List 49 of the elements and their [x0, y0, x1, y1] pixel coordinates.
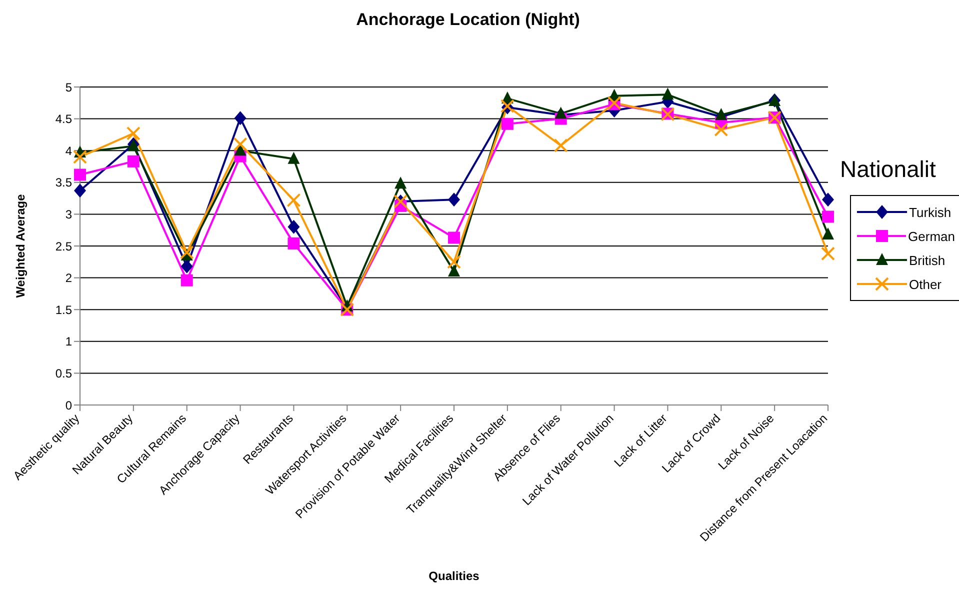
point — [822, 228, 834, 240]
point — [714, 122, 728, 137]
point — [821, 246, 835, 261]
point — [447, 254, 461, 269]
point — [73, 150, 87, 164]
point — [180, 259, 193, 274]
point — [74, 168, 86, 181]
point — [180, 274, 193, 286]
legend-label: British — [909, 252, 946, 268]
y-tick-label: 4 — [65, 144, 72, 158]
point — [448, 192, 460, 207]
point — [822, 192, 834, 207]
y-tick-label: 5 — [65, 80, 72, 94]
y-tick-label: 0 — [65, 398, 72, 412]
y-tick-label: 3.5 — [55, 176, 72, 190]
point — [74, 184, 86, 198]
point — [448, 232, 460, 244]
point — [715, 108, 728, 120]
y-tick-label: 1 — [65, 334, 72, 349]
point — [180, 245, 194, 260]
y-tick-label: 3 — [65, 207, 72, 222]
point — [662, 88, 674, 100]
y-tick-label: 4.5 — [55, 112, 72, 126]
chart-title: Anchorage Location (Night) — [355, 10, 581, 30]
point — [233, 137, 248, 152]
point — [448, 264, 460, 276]
point — [394, 176, 407, 189]
y-tick-label: 2 — [65, 271, 72, 286]
legend-label: German — [908, 228, 955, 244]
point — [234, 111, 246, 126]
point — [288, 220, 300, 234]
y-axis-title: Weighted Average — [13, 194, 28, 298]
point — [126, 126, 140, 140]
point — [822, 210, 834, 223]
point — [501, 118, 514, 130]
point — [286, 193, 301, 208]
point — [554, 106, 567, 119]
y-tick-label: 2.5 — [55, 239, 72, 254]
x-axis-title: Qualities — [428, 569, 480, 583]
point — [288, 237, 300, 250]
legend-label: Other — [909, 276, 942, 292]
legend-label: Turkish — [909, 204, 952, 220]
point — [288, 152, 300, 164]
y-tick-label: 1.5 — [55, 302, 72, 317]
point — [127, 155, 140, 168]
point — [607, 96, 622, 110]
legend-title: Nationalit — [840, 156, 937, 183]
point — [554, 138, 568, 153]
y-tick-label: 0.5 — [55, 366, 72, 380]
